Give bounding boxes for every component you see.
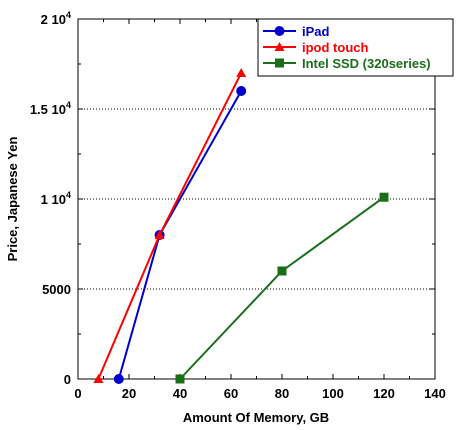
- legend-item-intel-ssd-320series: Intel SSD (320series): [263, 56, 431, 71]
- y-tick-label: 0: [64, 372, 71, 387]
- series-ipad: [113, 86, 247, 384]
- x-tick-label: 120: [373, 386, 395, 401]
- y-tick-label: 1.5 104: [30, 100, 71, 117]
- data-point-intel-ssd-320series: [379, 192, 389, 202]
- series-intel-ssd-320series: [175, 192, 389, 384]
- legend-marker: [274, 42, 285, 51]
- legend-label: ipod touch: [302, 40, 368, 55]
- y-axis-title: Price, Japanese Yen: [5, 137, 20, 262]
- x-tick-label: 140: [424, 386, 446, 401]
- legend-item-ipad: iPad: [263, 24, 330, 39]
- legend-marker: [275, 58, 284, 68]
- y-tick-label: 1 104: [41, 190, 71, 207]
- data-point-ipod-touch: [93, 374, 104, 383]
- series-line-intel-ssd-320series: [179, 196, 385, 380]
- gridlines: [78, 108, 435, 290]
- legend-item-ipod-touch: ipod touch: [263, 40, 368, 55]
- axis-ticks: 0 20 40 60 80 100 120 140 0 5000 1 104 1.5 104 2 104: [30, 10, 446, 401]
- x-tick-label: 100: [322, 386, 344, 401]
- data-point-ipad: [113, 374, 124, 384]
- series-line-ipad: [117, 90, 243, 380]
- data-series: [93, 68, 389, 384]
- x-tick-label: 20: [122, 386, 136, 401]
- x-axis-title: Amount Of Memory, GB: [183, 410, 329, 425]
- series-ipod-touch: [93, 68, 247, 383]
- legend-label: iPad: [302, 24, 330, 39]
- x-tick-label: 80: [275, 386, 289, 401]
- series-line-ipod-touch: [97, 72, 243, 380]
- data-point-ipod-touch: [236, 68, 247, 77]
- x-tick-label: 60: [224, 386, 238, 401]
- y-tick-label: 5000: [42, 282, 71, 297]
- data-point-intel-ssd-320series: [277, 266, 287, 276]
- legend-label: Intel SSD (320series): [302, 56, 431, 71]
- legend-marker: [274, 26, 285, 36]
- x-tick-label: 40: [173, 386, 187, 401]
- y-tick-label: 2 104: [41, 10, 71, 27]
- data-point-ipod-touch: [154, 230, 165, 239]
- data-point-ipad: [236, 86, 247, 96]
- x-tick-label: 0: [74, 386, 81, 401]
- data-point-intel-ssd-320series: [175, 374, 185, 384]
